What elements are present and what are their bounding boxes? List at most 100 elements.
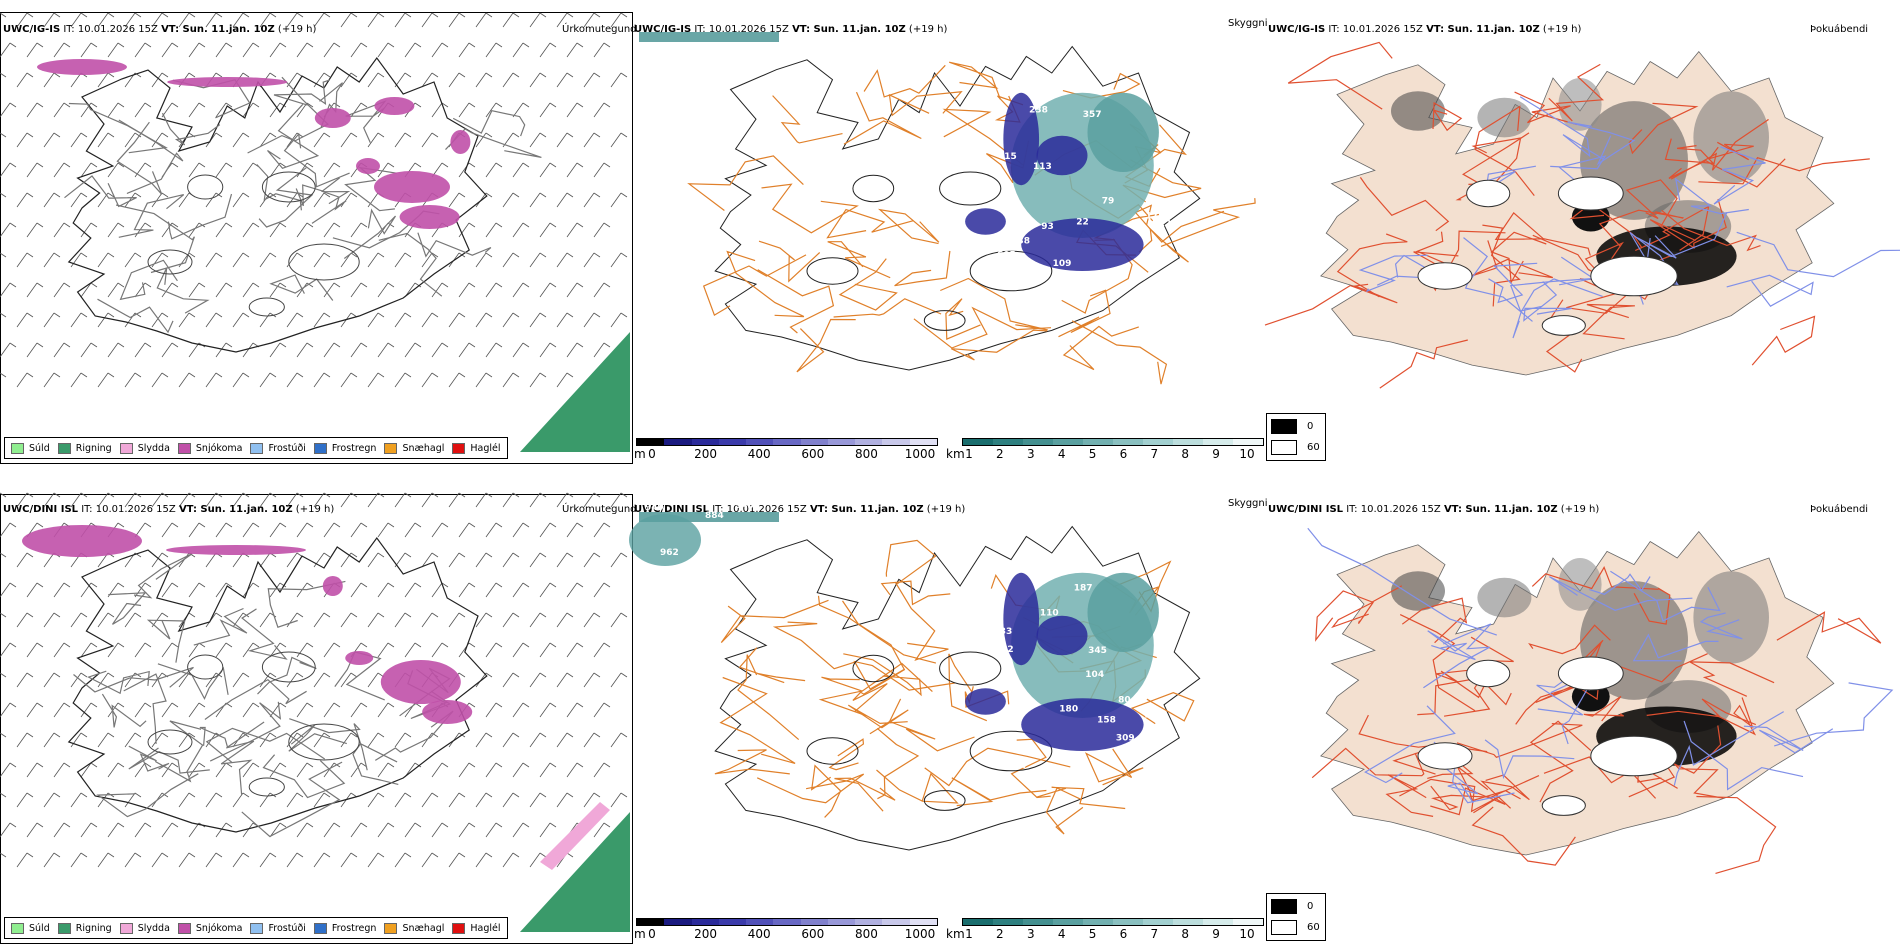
wind-barb: [97, 132, 115, 148]
wind-barb: [124, 132, 142, 148]
ceiling-area: [1036, 135, 1088, 176]
wind-barb: [556, 192, 574, 208]
road: [241, 608, 288, 660]
wind-barb: [313, 792, 331, 808]
colorbar-tick: 0: [648, 927, 656, 941]
valid-time: VT: Sun. 11.jan. 10Z: [178, 504, 293, 515]
colorbar-cell: [1053, 919, 1083, 925]
legend-item: Frostúði: [250, 922, 306, 934]
wind-barb: [475, 372, 493, 388]
wind-barb: [485, 342, 503, 358]
wind-barb: [269, 582, 287, 598]
wind-barb: [178, 852, 196, 868]
wind-barb: [80, 282, 98, 298]
wind-barb: [475, 252, 493, 268]
wind-barb: [178, 552, 196, 568]
wind-barb: [215, 762, 233, 778]
legend-swatch: [250, 922, 264, 934]
road: [847, 704, 909, 735]
wind-barb: [485, 522, 503, 538]
glacier-outline: [1541, 315, 1586, 336]
colorbar-cell: [827, 919, 856, 925]
wind-barb: [610, 612, 628, 628]
road: [738, 647, 806, 684]
wind-barb: [70, 132, 88, 148]
wind-barb: [512, 42, 530, 58]
wind-barb: [367, 552, 385, 568]
valid-time: VT: Sun. 11.jan. 10Z: [1443, 504, 1558, 515]
road: [378, 232, 443, 297]
road: [269, 274, 334, 301]
ceiling-label: 309: [1116, 733, 1135, 743]
wind-barb: [485, 102, 503, 118]
wind-barb: [593, 222, 611, 238]
ceiling-title-2: Skyggni: [1228, 498, 1268, 509]
glacier-outline: [1557, 656, 1624, 691]
wind-barb: [134, 582, 152, 598]
fog-title-2: Þokuábendi: [1810, 504, 1869, 515]
wind-barb: [0, 792, 7, 798]
wind-barb: [502, 192, 520, 208]
ceiling-area: [965, 688, 1006, 715]
wind-barb: [242, 762, 260, 778]
wind-barb: [610, 552, 628, 568]
road: [133, 553, 193, 599]
wind-barb: [161, 342, 179, 358]
colorbar-cell: [1083, 919, 1113, 925]
road: [1455, 132, 1530, 201]
wind-barb: [205, 552, 223, 568]
wind-barb: [205, 252, 223, 268]
wind-barb: [350, 282, 368, 298]
road: [1628, 725, 1722, 798]
road: [123, 673, 167, 744]
road: [843, 653, 922, 697]
cloud-label: 60: [1307, 442, 1320, 453]
wind-barb: [485, 642, 503, 658]
rain-area: [520, 812, 630, 932]
glacier-outline: [852, 654, 895, 683]
wind-barb: [16, 372, 34, 388]
road: [756, 773, 865, 804]
cloud-label: 60: [1307, 922, 1320, 933]
wind-barb: [539, 822, 557, 838]
road: [267, 103, 320, 170]
wind-barb: [53, 702, 71, 718]
road: [241, 761, 343, 838]
wind-barb: [340, 672, 358, 688]
wind-barb: [377, 642, 395, 658]
road: [1567, 121, 1636, 166]
road: [1490, 231, 1547, 285]
lead-time: (+19 h): [1560, 504, 1600, 515]
wind-barb: [448, 612, 466, 628]
wind-barb: [313, 312, 331, 328]
wind-barb: [178, 312, 196, 328]
cloud-label: 0: [1307, 901, 1314, 912]
wind-barb: [593, 342, 611, 358]
wind-barb: [394, 732, 412, 748]
wind-barb: [205, 372, 223, 388]
glacier-outline: [806, 737, 859, 765]
wind-barb: [350, 102, 368, 118]
wind-barb: [43, 72, 61, 88]
wind-barb: [232, 312, 250, 328]
wind-barb: [475, 72, 493, 88]
wind-barb: [97, 252, 115, 268]
wind-barb: [313, 132, 331, 148]
road: [1743, 725, 1834, 754]
road: [1751, 315, 1816, 366]
glacier-outline: [806, 257, 859, 285]
wind-barb: [340, 192, 358, 208]
ceiling-label: 357: [1083, 110, 1102, 120]
road: [888, 91, 963, 117]
wind-barb: [80, 42, 98, 58]
colorbar-cell: [909, 439, 937, 445]
fog-header-2: UWC/DINI ISL IT: 10.01.2026 15Z VT: Sun.…: [1268, 504, 1599, 516]
colorbar-unit: m: [634, 447, 646, 461]
wind-barb: [0, 732, 7, 738]
ceiling-area: [965, 208, 1006, 235]
wind-barb: [529, 552, 547, 568]
wind-barb: [43, 732, 61, 748]
wind-barb: [431, 642, 449, 658]
wind-barb: [286, 672, 304, 688]
wind-barb: [458, 582, 476, 598]
